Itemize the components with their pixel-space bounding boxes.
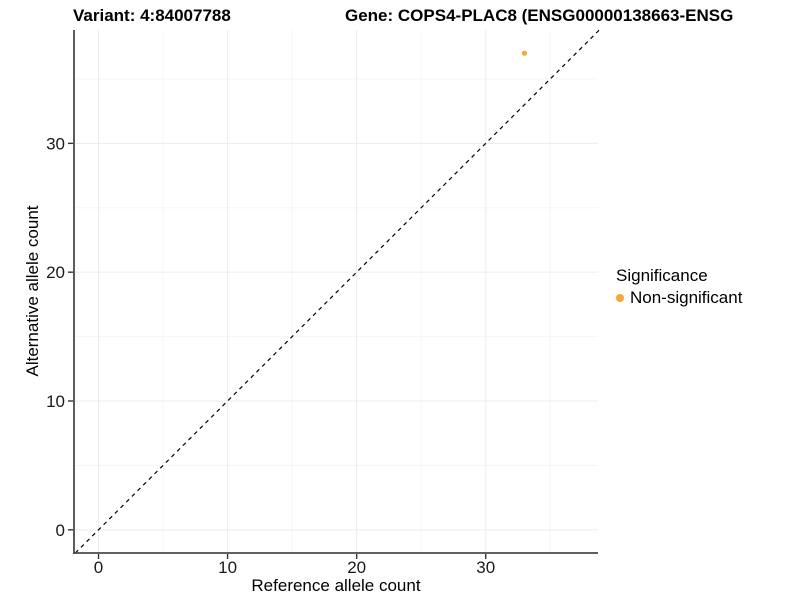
y-axis-label: Alternative allele count [23, 205, 42, 377]
y-tick-label: 20 [46, 263, 65, 282]
gene-title: Gene: COPS4-PLAC8 (ENSG00000138663-ENSG [345, 6, 734, 25]
legend-item-non-significant: Non-significant [616, 287, 742, 308]
x-tick-label: 10 [218, 558, 237, 577]
y-tick-label: 10 [46, 392, 65, 411]
data-point [521, 50, 528, 56]
legend-item-label: Non-significant [630, 288, 743, 307]
variant-title: Variant: 4:84007788 [73, 6, 231, 25]
y-tick-label: 30 [46, 134, 65, 153]
x-tick-label: 0 [94, 558, 103, 577]
x-axis-label: Reference allele count [251, 576, 421, 595]
identity-line [74, 28, 602, 554]
legend-title: Significance [616, 266, 708, 285]
legend-key-dot [616, 293, 624, 302]
y-tick-label: 0 [56, 521, 65, 540]
x-tick-label: 20 [347, 558, 366, 577]
legend: Significance Non-significant [616, 265, 742, 308]
x-tick-label: 30 [476, 558, 495, 577]
